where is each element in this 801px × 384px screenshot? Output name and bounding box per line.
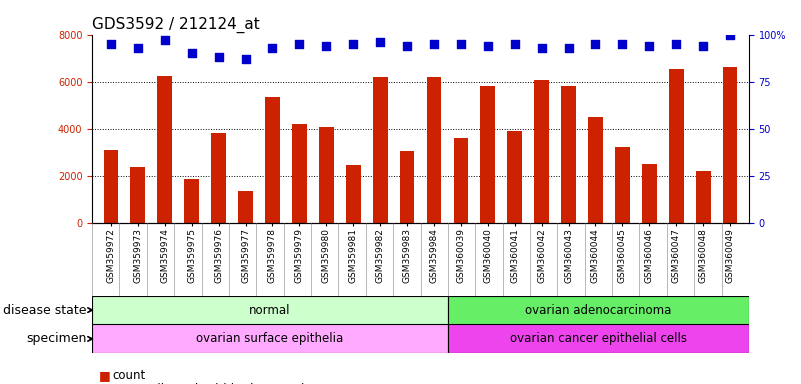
Bar bbox=[534, 80, 549, 223]
Bar bbox=[453, 138, 469, 223]
Bar bbox=[448, 324, 749, 353]
Bar bbox=[92, 324, 448, 353]
Bar bbox=[238, 191, 253, 223]
Point bbox=[239, 56, 252, 62]
Text: ■: ■ bbox=[99, 382, 111, 384]
Bar bbox=[481, 86, 495, 223]
Point bbox=[697, 43, 710, 49]
Bar bbox=[157, 76, 172, 223]
Text: ovarian cancer epithelial cells: ovarian cancer epithelial cells bbox=[510, 333, 687, 345]
Bar bbox=[562, 86, 576, 223]
Bar bbox=[448, 296, 749, 324]
Bar bbox=[346, 165, 360, 223]
Bar bbox=[615, 147, 630, 223]
Point bbox=[374, 39, 387, 45]
Point bbox=[428, 41, 441, 47]
Bar bbox=[642, 164, 657, 223]
Point bbox=[293, 41, 306, 47]
Text: disease state: disease state bbox=[3, 304, 87, 316]
Point bbox=[185, 50, 198, 56]
Bar bbox=[372, 77, 388, 223]
Point bbox=[212, 54, 225, 60]
Point bbox=[347, 41, 360, 47]
Bar bbox=[103, 150, 119, 223]
Point bbox=[454, 41, 467, 47]
Bar bbox=[211, 133, 226, 223]
Bar bbox=[669, 69, 684, 223]
Bar bbox=[265, 97, 280, 223]
Text: percentile rank within the sample: percentile rank within the sample bbox=[112, 382, 312, 384]
Bar bbox=[696, 171, 710, 223]
Point bbox=[266, 45, 279, 51]
Text: GDS3592 / 212124_at: GDS3592 / 212124_at bbox=[92, 17, 260, 33]
Point bbox=[400, 43, 413, 49]
Bar bbox=[427, 77, 441, 223]
Text: ■: ■ bbox=[99, 369, 111, 382]
Point bbox=[481, 43, 494, 49]
Point bbox=[589, 41, 602, 47]
Point bbox=[159, 37, 171, 43]
Point bbox=[616, 41, 629, 47]
Bar bbox=[92, 296, 448, 324]
Text: count: count bbox=[112, 369, 146, 382]
Bar bbox=[723, 68, 738, 223]
Point bbox=[723, 31, 736, 38]
Bar bbox=[507, 131, 522, 223]
Point bbox=[670, 41, 682, 47]
Point bbox=[131, 45, 144, 51]
Bar bbox=[319, 127, 334, 223]
Point bbox=[643, 43, 656, 49]
Point bbox=[562, 45, 575, 51]
Point bbox=[535, 45, 548, 51]
Bar bbox=[292, 124, 307, 223]
Text: ovarian surface epithelia: ovarian surface epithelia bbox=[196, 333, 344, 345]
Text: specimen: specimen bbox=[26, 333, 87, 345]
Text: normal: normal bbox=[249, 304, 291, 316]
Point bbox=[105, 41, 118, 47]
Bar bbox=[588, 117, 603, 223]
Text: ovarian adenocarcinoma: ovarian adenocarcinoma bbox=[525, 304, 671, 316]
Bar bbox=[400, 151, 414, 223]
Point bbox=[509, 41, 521, 47]
Bar bbox=[184, 179, 199, 223]
Point bbox=[320, 43, 332, 49]
Bar bbox=[131, 167, 145, 223]
